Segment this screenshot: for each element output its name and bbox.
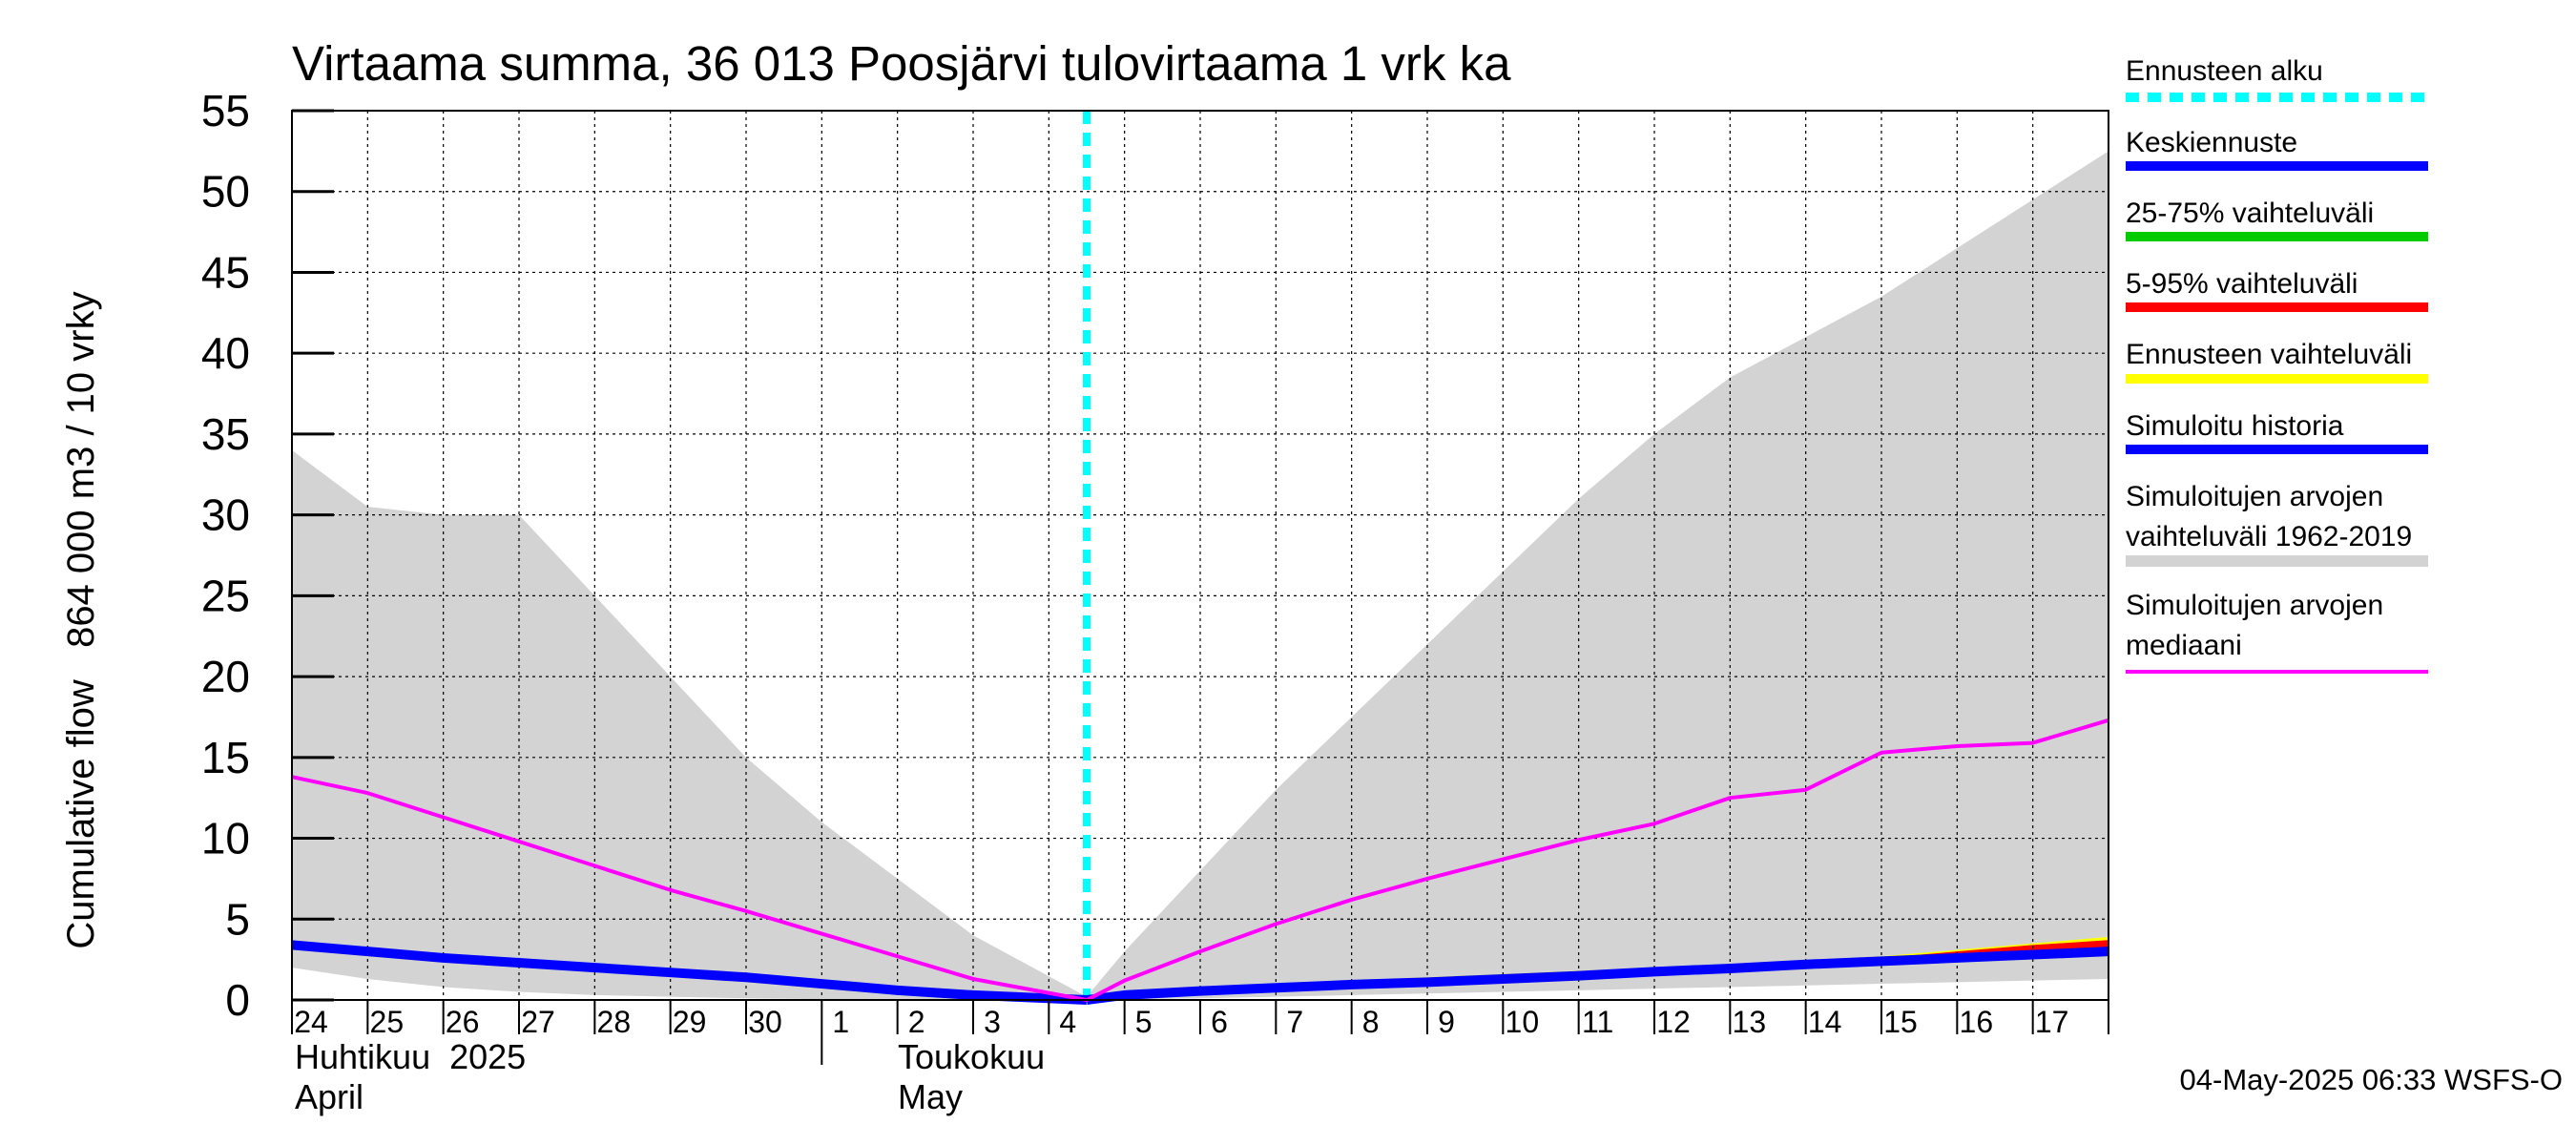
x-tick-label: 6	[1211, 1005, 1228, 1039]
y-axis-label: Cumulative flow 864 000 m3 / 10 vrky	[60, 291, 102, 948]
y-tick-label: 30	[201, 490, 250, 540]
x-tick-label: 27	[521, 1005, 555, 1039]
x-tick-label: 17	[2035, 1005, 2069, 1039]
y-tick-label: 40	[201, 328, 250, 378]
x-tick-label: 13	[1733, 1005, 1767, 1039]
x-tick-label: 3	[984, 1005, 1001, 1039]
legend-label: 25-75% vaihteluväli	[2126, 198, 2374, 229]
legend-label: Keskiennuste	[2126, 127, 2297, 158]
month-label-april-en: April	[295, 1077, 364, 1116]
y-tick-label: 5	[225, 894, 250, 944]
y-tick-label: 10	[201, 814, 250, 864]
x-tick-label: 28	[597, 1005, 632, 1039]
x-tick-label: 16	[1960, 1005, 1994, 1039]
y-tick-labels: 0 5 10 15 20 25 30 35 40 45 50 55	[201, 86, 250, 1025]
grid-lines	[292, 110, 2109, 1000]
x-tick-label: 7	[1286, 1005, 1303, 1039]
legend: Ennusteen alku Keskiennuste 25-75% vaihtel…	[2126, 55, 2428, 674]
month-label-may-en: May	[898, 1077, 963, 1116]
line-simuloitu-historia	[291, 940, 1088, 1005]
x-tick-label: 11	[1582, 1005, 1613, 1039]
x-tick-label: 2	[908, 1005, 925, 1039]
x-tick-label: 10	[1506, 1005, 1540, 1039]
y-tick-label: 15	[201, 733, 250, 782]
x-tick-label: 12	[1656, 1005, 1691, 1039]
legend-label: Ennusteen vaihteluväli	[2126, 339, 2412, 370]
month-label-may-fi: Toukokuu	[898, 1037, 1045, 1076]
timestamp: 04-May-2025 06:33 WSFS-O	[2180, 1063, 2563, 1096]
x-tick-label: 8	[1362, 1005, 1380, 1039]
legend-label: Simuloitu historia	[2126, 410, 2344, 442]
legend-label: Ennusteen alku	[2126, 55, 2323, 87]
legend-label: Simuloitujen arvojen	[2126, 590, 2383, 621]
y-tick-label: 55	[201, 86, 250, 135]
line-simuloitujen-arvojen-mediaani	[291, 718, 2109, 1002]
legend-label: vaihteluväli 1962-2019	[2126, 521, 2412, 552]
x-tick-label: 4	[1059, 1005, 1076, 1039]
x-tick-label: 29	[673, 1005, 707, 1039]
axes	[291, 109, 2109, 1065]
y-tick-label: 45	[201, 247, 250, 297]
month-label-april-fi: Huhtikuu 2025	[295, 1037, 526, 1076]
x-tick-label: 24	[294, 1005, 328, 1039]
y-tick-label: 50	[201, 167, 250, 217]
y-tick-label: 20	[201, 652, 250, 701]
x-tick-label: 26	[446, 1005, 480, 1039]
chart-title: Virtaama summa, 36 013 Poosjärvi tulovir…	[292, 36, 1511, 91]
y-tick-label: 0	[225, 975, 250, 1025]
x-tick-label: 14	[1808, 1005, 1842, 1039]
x-tick-label: 30	[748, 1005, 782, 1039]
x-tick-label: 1	[832, 1005, 849, 1039]
y-tick-label: 35	[201, 409, 250, 459]
y-tick-label: 25	[201, 571, 250, 620]
legend-label: 5-95% vaihteluväli	[2126, 268, 2358, 300]
legend-label: mediaani	[2126, 630, 2242, 661]
line-keskiennuste	[1086, 947, 2109, 1005]
series-lines	[291, 718, 2109, 1005]
x-tick-label: 15	[1883, 1005, 1918, 1039]
x-tick-label: 5	[1135, 1005, 1153, 1039]
legend-label: Simuloitujen arvojen	[2126, 481, 2383, 512]
x-tick-label: 25	[370, 1005, 405, 1039]
x-tick-label: 9	[1438, 1005, 1455, 1039]
x-tick-labels: 24 25 26 27 28 29 30 1 2 3 4 5 6 7 8 9 10 11 12 13 14 15 16 17	[294, 1005, 2068, 1039]
